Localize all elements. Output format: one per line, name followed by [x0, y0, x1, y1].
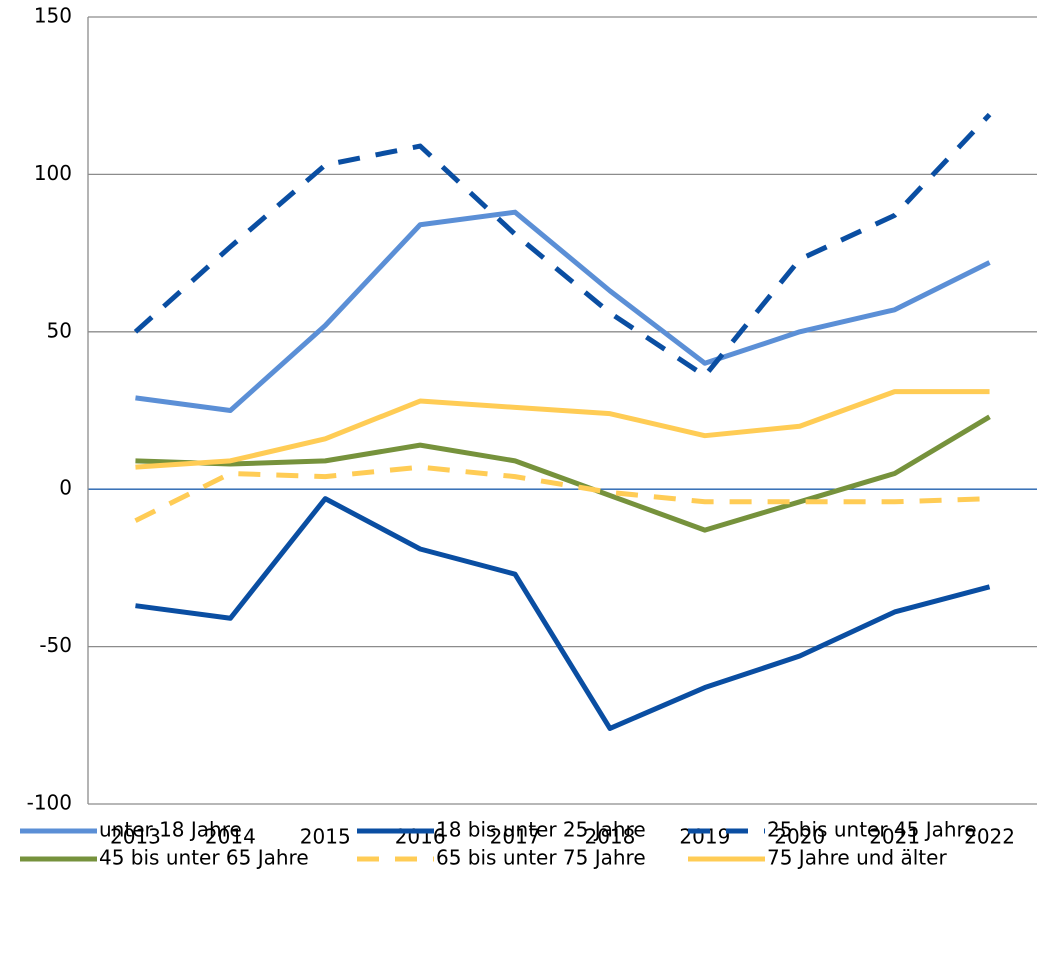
legend-label: 75 Jahre und älter: [767, 846, 947, 870]
x-tick-label: 2020: [774, 825, 825, 849]
series-line: [133, 112, 992, 379]
x-tick-label: 2017: [490, 825, 541, 849]
x-tick-label: 2015: [300, 825, 351, 849]
legend-label: 18 bis unter 25 Jahre: [436, 818, 646, 842]
y-tick-label: -50: [39, 633, 72, 657]
series-line: [135, 209, 991, 413]
legend-label: unter 18 Jahre: [99, 818, 242, 842]
x-tick-label: 2014: [205, 825, 256, 849]
x-tick-label: 2019: [679, 825, 730, 849]
x-tick-label: 2018: [584, 825, 635, 849]
y-tick-label: 50: [47, 318, 72, 342]
y-tick-label: 100: [34, 161, 72, 185]
y-tick-label: 150: [34, 4, 72, 28]
series-line: [135, 389, 990, 470]
y-tick-label: 0: [59, 476, 72, 500]
y-tick-label: -100: [27, 791, 72, 815]
x-tick-label: 2021: [869, 825, 920, 849]
series-line: [134, 464, 990, 523]
series-line: [135, 414, 991, 533]
legend-label: 45 bis unter 65 Jahre: [99, 846, 309, 870]
legend-label: 65 bis unter 75 Jahre: [436, 846, 646, 870]
x-tick-label: 2022: [964, 825, 1015, 849]
legend-label: 25 bis unter 45 Jahre: [767, 818, 977, 842]
x-tick-label: 2013: [110, 825, 161, 849]
series-line: [135, 496, 991, 731]
